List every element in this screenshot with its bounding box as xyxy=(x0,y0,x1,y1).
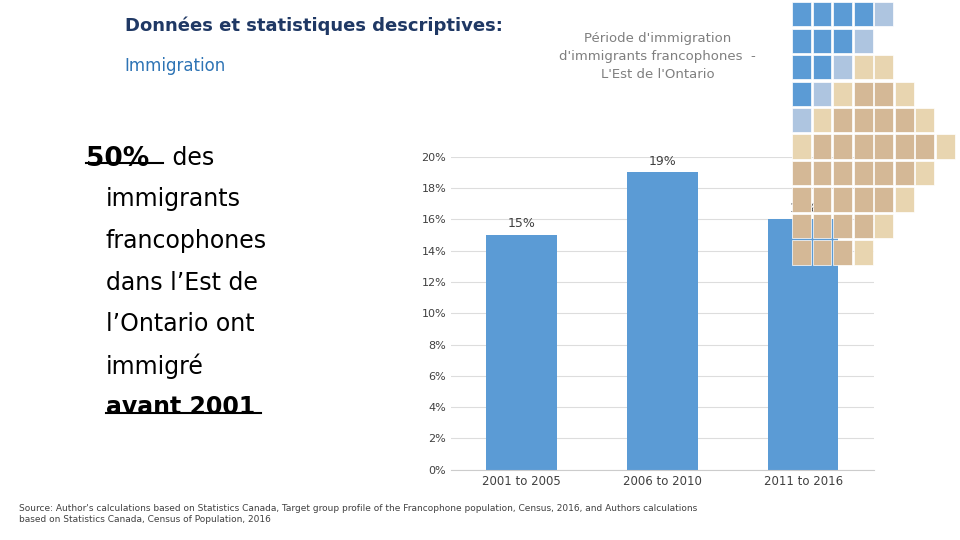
Bar xyxy=(853,108,873,132)
Bar xyxy=(875,187,893,212)
Bar xyxy=(812,240,831,265)
Bar xyxy=(812,187,831,212)
Text: l’Ontario ont: l’Ontario ont xyxy=(106,312,254,336)
Bar xyxy=(875,134,893,159)
Bar xyxy=(812,161,831,185)
Bar xyxy=(853,55,873,79)
Bar xyxy=(916,161,934,185)
Bar xyxy=(833,240,852,265)
Bar xyxy=(812,214,831,238)
Text: immigré: immigré xyxy=(106,354,204,379)
Bar xyxy=(833,108,852,132)
Text: 16%: 16% xyxy=(789,201,817,214)
Bar xyxy=(853,2,873,26)
Text: dans l’Est de: dans l’Est de xyxy=(106,271,257,294)
Bar xyxy=(853,134,873,159)
Text: Période d'immigration
d'immigrants francophones  -
L'Est de l'Ontario: Période d'immigration d'immigrants franc… xyxy=(560,32,756,82)
Bar xyxy=(853,161,873,185)
Bar xyxy=(792,187,811,212)
Bar xyxy=(487,235,557,470)
Bar xyxy=(792,240,811,265)
Bar xyxy=(792,82,811,106)
Bar xyxy=(916,134,934,159)
Bar xyxy=(792,134,811,159)
Bar xyxy=(812,55,831,79)
Text: 50%: 50% xyxy=(86,146,150,172)
Bar xyxy=(853,29,873,53)
Text: Immigration: Immigration xyxy=(125,57,226,75)
Bar xyxy=(792,29,811,53)
Bar xyxy=(853,214,873,238)
Text: Données et statistiques descriptives:: Données et statistiques descriptives: xyxy=(125,16,503,35)
Bar xyxy=(853,82,873,106)
Text: francophones: francophones xyxy=(106,229,267,253)
Bar xyxy=(875,161,893,185)
Bar xyxy=(936,134,955,159)
Bar xyxy=(875,82,893,106)
Bar xyxy=(792,161,811,185)
Bar xyxy=(895,108,914,132)
Bar xyxy=(875,2,893,26)
Bar xyxy=(833,82,852,106)
Bar xyxy=(812,2,831,26)
Bar xyxy=(875,55,893,79)
Text: des: des xyxy=(165,146,214,170)
Bar xyxy=(627,172,698,470)
Bar xyxy=(916,108,934,132)
Bar xyxy=(833,29,852,53)
Bar xyxy=(812,108,831,132)
Bar xyxy=(895,82,914,106)
Bar xyxy=(812,82,831,106)
Bar xyxy=(833,214,852,238)
Bar xyxy=(833,161,852,185)
Text: 15%: 15% xyxy=(508,217,536,230)
Bar xyxy=(792,108,811,132)
Bar xyxy=(792,214,811,238)
Text: immigrants: immigrants xyxy=(106,187,241,211)
Bar xyxy=(833,55,852,79)
Bar xyxy=(792,2,811,26)
Bar xyxy=(768,219,838,470)
Bar xyxy=(812,134,831,159)
Text: 19%: 19% xyxy=(649,154,676,167)
Bar xyxy=(833,2,852,26)
Bar xyxy=(812,29,831,53)
Text: avant 2001: avant 2001 xyxy=(106,395,254,419)
Bar xyxy=(833,187,852,212)
Bar xyxy=(895,187,914,212)
Bar xyxy=(875,214,893,238)
Bar xyxy=(895,161,914,185)
Bar xyxy=(895,134,914,159)
Bar xyxy=(792,55,811,79)
Bar xyxy=(853,240,873,265)
Bar xyxy=(875,108,893,132)
Bar xyxy=(853,187,873,212)
Text: Source: Author's calculations based on Statistics Canada, Target group profile o: Source: Author's calculations based on S… xyxy=(19,504,698,524)
Bar xyxy=(833,134,852,159)
